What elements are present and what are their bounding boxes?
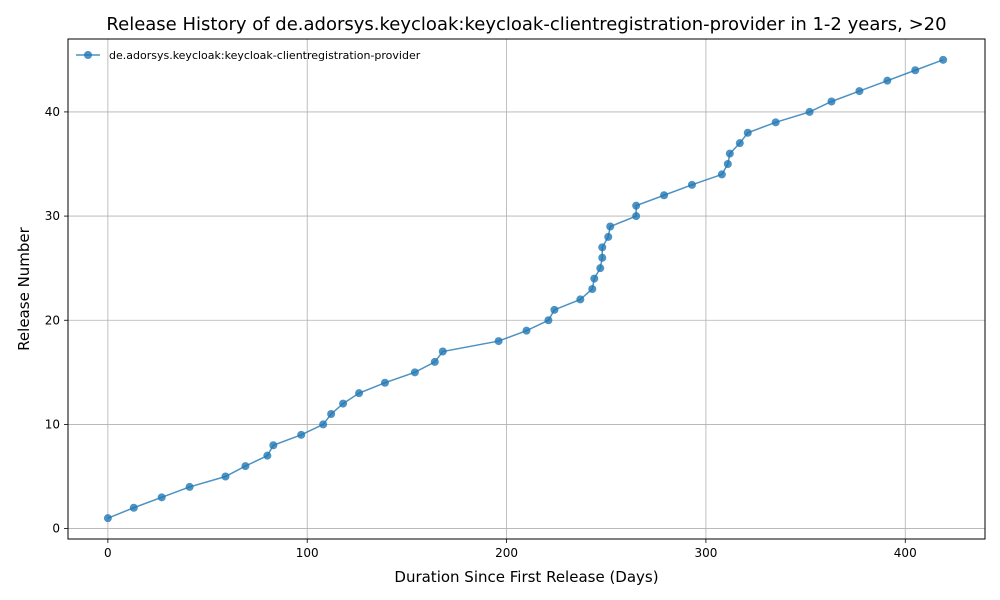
x-tick-label: 300: [694, 546, 717, 560]
data-point: [632, 212, 641, 221]
data-point: [805, 107, 814, 116]
y-axis-label: Release Number: [15, 226, 33, 350]
ticks: 0 100 200 300 400 0 10 20 30 40: [45, 105, 917, 560]
data-point: [590, 274, 599, 283]
data-point: [241, 462, 250, 471]
data-point: [221, 472, 230, 481]
data-point: [129, 503, 138, 512]
data-point: [939, 55, 948, 64]
plot-frame: [67, 38, 986, 540]
series-layer: [103, 55, 948, 523]
grid: [68, 39, 985, 539]
data-point: [827, 97, 836, 106]
data-point: [771, 118, 780, 127]
data-point: [883, 76, 892, 85]
data-point: [598, 253, 607, 262]
y-tick-label: 40: [45, 105, 60, 119]
data-point: [725, 149, 734, 158]
data-point: [380, 378, 389, 387]
data-point: [297, 430, 306, 439]
x-tick-label: 200: [495, 546, 518, 560]
data-point: [743, 128, 752, 137]
data-point: [606, 222, 615, 231]
legend-marker: [84, 51, 92, 59]
data-point: [717, 170, 726, 179]
data-point: [598, 243, 607, 252]
data-point: [438, 347, 447, 356]
data-point: [355, 389, 364, 398]
x-tick-label: 400: [894, 546, 917, 560]
data-point: [723, 160, 732, 168]
data-point: [269, 441, 278, 450]
x-tick-label: 0: [104, 546, 112, 560]
data-point: [339, 399, 348, 408]
data-point: [550, 305, 559, 314]
data-point: [596, 264, 605, 273]
data-point: [410, 368, 419, 377]
data-point: [735, 139, 744, 148]
data-point: [263, 451, 272, 460]
data-point: [327, 410, 336, 418]
data-point: [185, 482, 194, 491]
data-point: [494, 337, 503, 346]
x-tick-label: 100: [296, 546, 319, 560]
legend: de.adorsys.keycloak:keycloak-clientregis…: [76, 49, 421, 62]
data-point: [522, 326, 531, 335]
data-point: [157, 493, 166, 502]
data-point: [576, 295, 585, 304]
data-point: [588, 285, 597, 293]
y-tick-label: 30: [45, 209, 60, 223]
y-tick-label: 10: [45, 417, 60, 431]
data-point: [911, 66, 920, 75]
data-point: [687, 180, 696, 189]
legend-label: de.adorsys.keycloak:keycloak-clientregis…: [109, 49, 421, 62]
y-tick-label: 0: [52, 522, 60, 536]
data-point: [544, 316, 553, 325]
data-point: [660, 191, 669, 200]
data-point: [855, 87, 864, 96]
x-axis-label: Duration Since First Release (Days): [394, 568, 658, 586]
y-tick-label: 20: [45, 313, 60, 327]
chart-title: Release History of de.adorsys.keycloak:k…: [106, 14, 946, 35]
data-point: [103, 514, 112, 523]
data-point: [604, 232, 613, 241]
data-point: [632, 201, 641, 210]
data-point: [430, 357, 439, 366]
data-point: [319, 420, 328, 429]
